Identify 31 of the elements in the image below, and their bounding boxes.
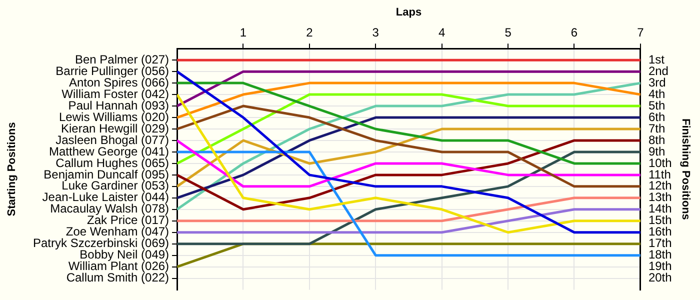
y2-tick-label: 15th xyxy=(648,213,672,228)
y2-tick-label: 12th xyxy=(648,178,672,193)
category-label: Ben Palmer (027) xyxy=(74,52,170,66)
y2-tick-label: 6th xyxy=(648,110,666,124)
y2-tick-label: 18th xyxy=(648,248,672,262)
y2-axis-title: Finishing Positions xyxy=(679,118,692,220)
y2-tick-label: 11th xyxy=(648,167,671,182)
text: Starting Positions xyxy=(6,122,18,216)
y2-tick-label: 1st xyxy=(648,52,666,66)
x-tick-label: 2 xyxy=(306,26,314,40)
x-tick-label: 6 xyxy=(570,26,578,40)
x-tick-label: 7 xyxy=(637,26,644,40)
x-axis-title: Laps xyxy=(396,6,422,19)
x-tick-label: 4 xyxy=(438,26,446,40)
y2-tick-label: 20th xyxy=(648,270,672,285)
y2-tick-label: 19th xyxy=(648,259,672,274)
y2-tick-label: 13th xyxy=(648,190,672,204)
y2-tick-label: 17th xyxy=(648,236,672,250)
y2-tick-label: 4th xyxy=(648,86,666,101)
y2-tick-label: 7th xyxy=(648,121,666,136)
y2-tick-label: 5th xyxy=(648,98,666,112)
y2-tick-label: 3rd xyxy=(648,75,666,90)
y2-tick-label: 9th xyxy=(648,144,666,158)
y2-tick-label: 14th xyxy=(648,202,672,216)
x-tick-label: 1 xyxy=(240,26,247,40)
y2-tick-label: 10th xyxy=(648,156,672,170)
y2-tick-label: 2nd xyxy=(648,64,668,78)
x-tick-label: 5 xyxy=(504,26,512,40)
y2-tick-label: 16th xyxy=(648,224,672,239)
y2-tick-label: 8th xyxy=(648,132,666,147)
x-tick-label: 3 xyxy=(372,26,380,40)
